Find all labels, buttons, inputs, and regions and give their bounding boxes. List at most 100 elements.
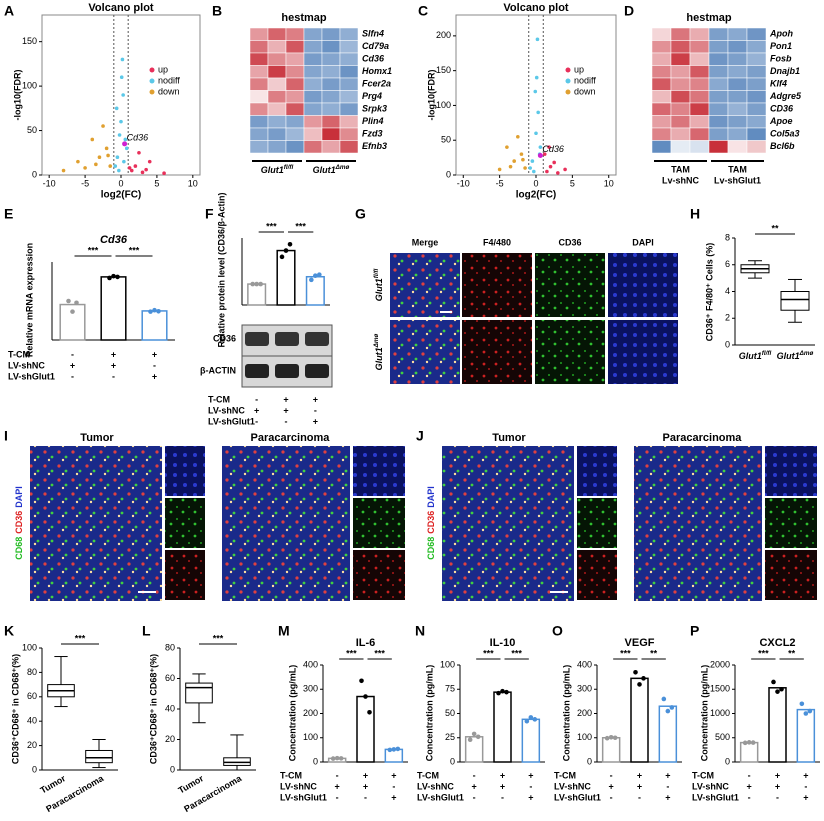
highlight-point bbox=[537, 153, 543, 159]
heatmap-cell bbox=[670, 140, 691, 154]
sig-label: *** bbox=[620, 648, 631, 658]
heatmap-cell bbox=[746, 27, 767, 41]
condition-sign: - bbox=[748, 770, 751, 780]
data-point bbox=[779, 686, 784, 692]
heatmap-cell bbox=[321, 65, 341, 79]
data-point bbox=[317, 272, 322, 277]
condition-sign: + bbox=[152, 349, 157, 359]
condition-sign: + bbox=[775, 770, 780, 780]
x-tick-label: -5 bbox=[81, 178, 89, 188]
row-label-main: Glut1 bbox=[374, 347, 384, 370]
heatmap-cell bbox=[746, 52, 767, 66]
gene-label: Cd79a bbox=[362, 41, 389, 51]
micrograph bbox=[577, 550, 617, 600]
panel-letter: D bbox=[624, 3, 634, 19]
y-tick-label: 80 bbox=[165, 642, 175, 652]
legend-label: nodiff bbox=[158, 75, 180, 85]
y-tick-label: 8 bbox=[725, 232, 730, 242]
data-point bbox=[669, 705, 675, 710]
heatmap-cell bbox=[321, 27, 341, 41]
data-point bbox=[612, 735, 618, 741]
micrograph bbox=[442, 446, 574, 601]
data-point bbox=[471, 731, 477, 737]
panel-letter: P bbox=[690, 623, 699, 639]
micrograph bbox=[765, 550, 817, 600]
heatmap-cell bbox=[249, 115, 269, 129]
x-tick-label: -10 bbox=[457, 178, 470, 188]
column-header: CD36 bbox=[558, 237, 581, 247]
data-point bbox=[807, 708, 813, 714]
volcano-point bbox=[117, 133, 122, 137]
heatmap-cell bbox=[303, 52, 323, 66]
sig-label: *** bbox=[213, 633, 224, 643]
chart-title: CXCL2 bbox=[759, 637, 795, 649]
sig-label: *** bbox=[346, 648, 357, 658]
heatmap-cell bbox=[746, 40, 767, 54]
y-axis-label: Concentration (pg/mL) bbox=[424, 665, 434, 762]
volcano-point bbox=[114, 106, 119, 111]
y-tick-label: 400 bbox=[303, 659, 318, 669]
side-label-part: CD68 bbox=[14, 537, 24, 560]
blot-band bbox=[305, 364, 329, 378]
y-tick-label: 75 bbox=[445, 684, 455, 694]
gene-label: Dnajb1 bbox=[770, 66, 800, 76]
group-label: Glut1fl/fl bbox=[261, 164, 294, 175]
volcano-point bbox=[519, 152, 524, 156]
bar bbox=[100, 276, 127, 341]
legend-swatch bbox=[565, 89, 571, 95]
panel-letter: B bbox=[212, 3, 222, 19]
heatmap-cell bbox=[651, 115, 672, 129]
condition-label: LV-shNC bbox=[208, 405, 245, 415]
sig-label: *** bbox=[295, 221, 306, 231]
y-tick-label: 300 bbox=[577, 684, 592, 694]
condition-sign: - bbox=[255, 416, 258, 426]
y-tick-label: 0 bbox=[587, 756, 592, 766]
y-tick-label: 200 bbox=[436, 30, 451, 40]
heatmap-cell bbox=[267, 65, 287, 79]
row-label-sup: fl/fl bbox=[373, 269, 380, 279]
condition-sign: - bbox=[610, 792, 613, 802]
condition-sign: - bbox=[364, 792, 367, 802]
heatmap-cell bbox=[651, 140, 672, 154]
volcano-point bbox=[127, 166, 132, 170]
heatmap-cell bbox=[746, 65, 767, 79]
data-point bbox=[359, 678, 364, 684]
volcano-point bbox=[547, 145, 551, 149]
highlight-point bbox=[122, 141, 128, 147]
condition-label: LV-shGlut1 bbox=[417, 792, 464, 802]
condition-sign: + bbox=[335, 781, 340, 791]
heatmap-cell bbox=[727, 27, 748, 41]
heatmap-cell bbox=[249, 40, 269, 54]
legend-label: down bbox=[158, 86, 180, 96]
sig-label: *** bbox=[758, 648, 769, 658]
highlight-label: Cd36 bbox=[127, 132, 149, 142]
data-point bbox=[799, 701, 805, 707]
volcano-point bbox=[508, 164, 513, 169]
sig-label: *** bbox=[266, 221, 277, 231]
heatmap-cell bbox=[321, 102, 341, 116]
micrograph bbox=[353, 550, 405, 600]
y-tick-label: 60 bbox=[27, 691, 37, 701]
heatmap-cell bbox=[321, 90, 341, 104]
volcano-point bbox=[147, 159, 152, 164]
micrograph bbox=[462, 253, 532, 317]
panel-letter: G bbox=[355, 206, 366, 222]
heatmap-cell bbox=[670, 115, 691, 129]
x-tick-label: Glut1Δmø bbox=[777, 350, 814, 361]
box bbox=[185, 682, 213, 704]
bar bbox=[356, 695, 375, 763]
y-tick-label: 0 bbox=[32, 764, 37, 774]
condition-label: LV-shGlut1 bbox=[280, 792, 327, 802]
condition-sign: + bbox=[803, 770, 808, 780]
data-point bbox=[152, 307, 157, 313]
blot-band bbox=[245, 332, 269, 346]
side-label-part: CD36 bbox=[14, 511, 24, 534]
data-point bbox=[250, 281, 255, 287]
heatmap-cell bbox=[339, 27, 359, 41]
data-point bbox=[387, 747, 393, 753]
condition-sign: - bbox=[776, 792, 779, 802]
legend-swatch bbox=[149, 67, 155, 73]
volcano-point bbox=[162, 171, 166, 176]
condition-sign: - bbox=[255, 394, 258, 404]
heatmap-cell bbox=[267, 27, 287, 41]
